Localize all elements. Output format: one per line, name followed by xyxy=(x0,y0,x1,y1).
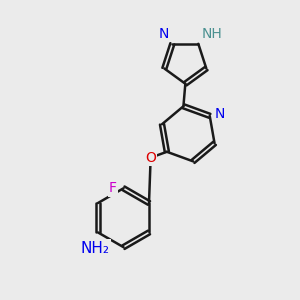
Text: N: N xyxy=(215,107,225,122)
Text: NH₂: NH₂ xyxy=(81,241,110,256)
Text: N: N xyxy=(158,27,169,41)
Text: NH: NH xyxy=(202,27,223,41)
Text: O: O xyxy=(145,151,156,165)
Text: F: F xyxy=(109,181,117,195)
